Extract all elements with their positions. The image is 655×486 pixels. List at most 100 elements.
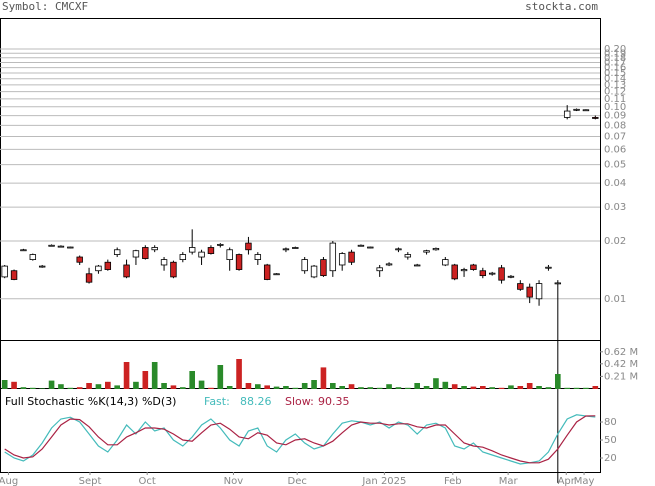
x-tick-label: Jan 2025 <box>361 476 406 486</box>
price-panel <box>0 18 601 341</box>
candle-body <box>48 244 55 247</box>
volume-bar <box>348 384 355 389</box>
volume-bar <box>208 387 214 389</box>
y-tick-label: 0.15 <box>604 68 626 79</box>
candle-body <box>245 242 252 251</box>
candle-body <box>20 249 27 252</box>
candle-body <box>29 254 37 260</box>
y-tick-label: 20 <box>604 453 617 464</box>
slow-name: Slow: <box>285 395 314 408</box>
candle-body <box>376 267 383 272</box>
y-tick-label: 0.16 <box>604 63 626 74</box>
volume-bar <box>508 385 514 389</box>
stoch-title: Full Stochastic %K(14,3) %D(3) <box>5 395 176 408</box>
y-tick-label: 0.21 M <box>604 371 638 382</box>
candle-body <box>113 249 121 255</box>
fast-name: Fast: <box>204 395 230 408</box>
candle-body <box>198 251 205 258</box>
volume-bar <box>105 381 111 389</box>
candle-body <box>142 247 149 259</box>
volume-bar <box>583 387 589 389</box>
y-tick-label: 0.09 <box>604 111 626 122</box>
candle-body <box>423 250 430 253</box>
candle-body <box>263 264 271 280</box>
volume-bar <box>423 386 430 389</box>
candle-body <box>226 249 233 260</box>
volume-bar <box>461 386 467 389</box>
y-tick-label: 0.05 <box>604 160 626 171</box>
volume-bar <box>133 381 139 389</box>
volume-bar <box>470 386 477 389</box>
candle-body <box>348 251 355 263</box>
candle-body <box>592 117 599 119</box>
y-tick-label: 50 <box>604 435 617 446</box>
volume-bar <box>67 387 74 389</box>
volume-bar <box>142 371 149 389</box>
candle-body <box>329 242 337 272</box>
candle-body <box>1 265 8 278</box>
volume-bar <box>217 365 224 389</box>
volume-bar <box>555 374 561 389</box>
volume-bar <box>414 383 420 389</box>
symbol: Symbol: CMCXF <box>2 0 88 13</box>
volume-bar <box>489 387 495 389</box>
candle-body <box>76 256 83 263</box>
candle-body <box>432 247 440 251</box>
candle-body <box>292 247 299 249</box>
candle-body <box>235 254 243 270</box>
x-tick-label: May <box>574 476 595 486</box>
candle-body <box>207 247 215 254</box>
candle-body <box>301 259 308 272</box>
volume-bar <box>442 381 449 389</box>
y-tick-label: 0.19 <box>604 48 626 59</box>
volume-bar <box>245 383 252 389</box>
volume-bar <box>39 388 45 389</box>
candle-body <box>179 254 187 260</box>
volume-bar <box>311 380 317 389</box>
volume-bar <box>292 387 299 389</box>
candle-body <box>479 270 487 277</box>
candle-body <box>563 110 571 118</box>
y-tick-label: 0.18 <box>604 53 626 64</box>
y-tick-label: 0.07 <box>604 132 626 143</box>
candle-body <box>67 246 74 249</box>
volume-bar <box>498 387 505 389</box>
volume-bar <box>151 362 158 389</box>
candle-body <box>404 254 412 258</box>
volume-bar <box>339 386 345 389</box>
slow-value: 90.35 <box>318 395 350 408</box>
volume-bar <box>536 386 542 389</box>
candle-body <box>123 264 130 278</box>
x-tick-label: Mar <box>499 476 519 486</box>
volume-bar <box>273 386 280 389</box>
volume-bar <box>95 384 102 389</box>
candle-body <box>104 261 112 270</box>
y-tick-label: 0.17 <box>604 58 626 69</box>
y-tick-label: 0.02 <box>604 236 626 247</box>
y-tick-label: 0.11 <box>604 94 626 105</box>
y-tick-label: 0.20 <box>604 44 626 55</box>
fast-value: 88.26 <box>240 395 272 408</box>
candle-body <box>488 272 496 275</box>
volume-bar <box>433 378 439 389</box>
y-tick-label: 0.12 <box>604 87 626 98</box>
candle-body <box>273 273 280 276</box>
volume-bar <box>376 387 383 389</box>
volume-bar <box>451 384 458 389</box>
volume-bar <box>564 387 570 389</box>
candle-body <box>254 254 262 260</box>
volume-bar <box>592 386 599 389</box>
volume-bar <box>48 380 55 389</box>
stoch-line <box>4 415 596 464</box>
volume-bar <box>170 385 177 389</box>
volume-bar <box>161 383 167 389</box>
volume-bar <box>86 383 92 389</box>
x-tick-label: Apr <box>558 476 576 486</box>
candle-body <box>338 253 346 266</box>
volume-bar <box>236 359 242 389</box>
volume-bar <box>58 384 64 389</box>
y-tick-label: 0.06 <box>604 144 626 155</box>
stoch-panel <box>0 388 601 473</box>
candle-body <box>38 265 46 268</box>
y-tick-label: 0.10 <box>604 102 626 113</box>
